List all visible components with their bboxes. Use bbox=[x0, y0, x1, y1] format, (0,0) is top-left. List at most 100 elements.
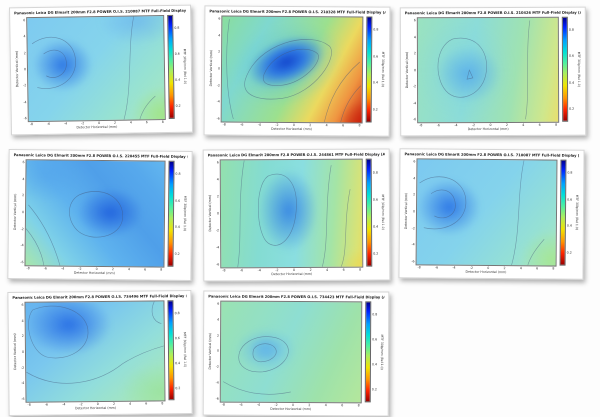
y-tick: -6 bbox=[20, 260, 24, 265]
plot-card-p7[interactable]: Panasonic Leica DG Elmarit 200mm F2.8 PO… bbox=[7, 290, 193, 416]
y-tick: 6 bbox=[217, 301, 220, 306]
contour-lines bbox=[31, 16, 156, 120]
contour-lines bbox=[223, 336, 291, 395]
plot-body: Detector Vertical (mm) 6 4 2 0 -2 -4 -6 -8 -6 -4 -2… bbox=[12, 159, 187, 277]
colorbar-label: MTF 30lp/mm (Rel 1.0) bbox=[380, 194, 386, 231]
plot-title: Panasonic Leica DG Elmarit 200mm F2.8 PO… bbox=[208, 294, 385, 300]
y-tick: -4 bbox=[23, 99, 27, 104]
plot-column: -8 -6 -4 -2 0 2 4 6 8 Detector Horizontal (mm) bbox=[220, 15, 364, 132]
y-tick: -4 bbox=[216, 99, 220, 104]
plot-card-p2[interactable]: Panasonic Leica DG Elmarit 200mm F2.8 PO… bbox=[203, 5, 391, 137]
colorbar-tick: 0.4 bbox=[373, 224, 379, 229]
contour-plot bbox=[26, 15, 166, 123]
plot-body: Detector Vertical (mm) 6 4 2 0 -2 -4 -6 -8 -6 -4 -2… bbox=[209, 15, 386, 132]
y-tick: -4 bbox=[21, 381, 25, 386]
y-axis-label: Detector Vertical (mm) bbox=[12, 333, 18, 371]
colorbar-label: MTF 30lp/mm (Rel 1.0) bbox=[182, 49, 188, 85]
y-tick: 0 bbox=[216, 349, 220, 354]
y-tick: 4 bbox=[413, 175, 416, 180]
colorbar-tick: 0.6 bbox=[567, 197, 573, 202]
x-axis-label: Detector Horizontal (mm) bbox=[465, 269, 507, 275]
y-tick: -4 bbox=[215, 245, 220, 250]
y-tick: -2 bbox=[20, 365, 25, 370]
colorbar-label: MTF 30lp/mm (Rel 1.0) bbox=[182, 196, 188, 232]
colorbar-tick: 0.2 bbox=[373, 251, 379, 256]
colorbar-tick: 0.6 bbox=[174, 335, 180, 340]
colorbar-tick: 0.4 bbox=[175, 77, 181, 82]
plot-card-p8[interactable]: Panasonic Leica DG Elmarit 200mm F2.8 PO… bbox=[202, 290, 390, 417]
colorbar-tick: 0.6 bbox=[568, 54, 575, 59]
plot-body: Detector Vertical (mm) 6 4 2 0 -2 -4 -6 -8 -6 -4 -2… bbox=[403, 158, 579, 276]
y-tick: -2 bbox=[411, 225, 415, 230]
colorbar-label: MTF 30lp/mm (Rel 1.0) bbox=[182, 332, 188, 368]
contour-plot bbox=[415, 158, 558, 267]
contour-lines bbox=[237, 160, 351, 268]
y-tick: 6 bbox=[218, 16, 221, 21]
colorbar-tick: 0.8 bbox=[372, 170, 378, 175]
y-tick: -4 bbox=[20, 243, 24, 248]
y-tick: 6 bbox=[21, 302, 24, 307]
y-tick: 4 bbox=[217, 317, 220, 322]
contour-lines bbox=[226, 19, 361, 123]
colorbar-tick: 0.6 bbox=[372, 197, 379, 202]
y-tick: -6 bbox=[216, 262, 220, 267]
colorbar-tick: 0.8 bbox=[568, 27, 574, 32]
colorbar-label: MTF 30lp/mm (Rel 1.0) bbox=[380, 51, 386, 88]
x-axis-label: Detector Horizontal (mm) bbox=[467, 126, 509, 132]
colorbar-tick: 0.4 bbox=[175, 360, 181, 365]
plot-card-p3[interactable]: Panasonic Leica DG Elmarit 200mm F2.8 PO… bbox=[399, 6, 587, 137]
colorbar-tick: 0.8 bbox=[373, 27, 379, 32]
colorbar-tick: 0.8 bbox=[372, 312, 378, 317]
y-axis-label: Detector Vertical (mm) bbox=[207, 332, 213, 370]
y-tick: -2 bbox=[216, 83, 220, 88]
y-tick: 2 bbox=[217, 333, 220, 338]
colorbar-label: MTF 30lp/mm (Rel 1.0) bbox=[379, 334, 385, 370]
plot-card-p5[interactable]: Panasonic Leica DG Elmarit 200mm F2.8 PO… bbox=[202, 148, 391, 282]
colorbar-tick: 0.4 bbox=[569, 80, 575, 85]
plot-column: -8 -6 -4 -2 0 2 4 6 8 Detector Horizontal (mm) bbox=[219, 158, 364, 278]
plot-body: Detector Vertical (mm) 6 4 2 0 -2 -4 -6 -8 -6 -4 -2… bbox=[208, 158, 386, 278]
contour-plot bbox=[219, 300, 363, 404]
x-axis-label: Detector Horizontal (mm) bbox=[271, 126, 313, 132]
contour-plot bbox=[24, 300, 166, 403]
y-tick: 0 bbox=[412, 209, 416, 214]
y-tick: 4 bbox=[23, 34, 26, 39]
colorbar-tick: 0.8 bbox=[567, 170, 573, 175]
plot-title: Panasonic Leica DG Elmarit 200mm F2.8 PO… bbox=[404, 10, 581, 16]
plot-card-p4[interactable]: Panasonic Leica DG Elmarit 200mm F2.8 PO… bbox=[7, 149, 193, 281]
y-tick: 6 bbox=[23, 18, 26, 23]
plot-body: Detector Vertical (mm) 6 4 2 0 -2 -4 -6 -8 -6 -4 -2… bbox=[14, 14, 188, 132]
colorbar-tick: 0.2 bbox=[372, 107, 378, 112]
y-axis-label: Detector Vertical (mm) bbox=[208, 50, 214, 87]
colorbar-tick: 0.2 bbox=[569, 106, 575, 111]
plot-body: Detector Vertical (mm) 6 4 2 0 -2 -4 -6 -8 -6 -4 -2… bbox=[207, 300, 385, 413]
colorbar-tick: 0.6 bbox=[373, 54, 379, 59]
y-tick: -2 bbox=[20, 226, 24, 231]
colorbar-tick: 0.8 bbox=[174, 310, 180, 315]
y-tick: -4 bbox=[412, 100, 417, 105]
y-tick: -2 bbox=[215, 364, 219, 369]
colorbar-tick: 0.2 bbox=[566, 250, 572, 255]
y-tick: 6 bbox=[22, 160, 25, 165]
plot-title: Panasonic Leica DG Elmarit 200mm F2.8 PO… bbox=[207, 152, 385, 158]
plot-card-p1[interactable]: Panasonic Leica DG Elmarit 200mm F2.8 PO… bbox=[9, 4, 193, 136]
y-tick: 4 bbox=[218, 33, 221, 38]
y-tick: 2 bbox=[413, 192, 416, 197]
colorbar-label: MTF 30lp/mm (Rel 1.0) bbox=[574, 195, 580, 231]
y-tick: -6 bbox=[412, 117, 417, 122]
plot-column: -8 -6 -4 -2 0 2 4 6 8 Detector Horizontal (mm) bbox=[26, 15, 166, 131]
y-tick: 6 bbox=[216, 160, 219, 165]
x-axis-label: Detector Horizontal (mm) bbox=[270, 406, 312, 412]
colorbar-tick: 0.2 bbox=[175, 385, 181, 390]
y-tick: -6 bbox=[21, 396, 25, 401]
contour-plot bbox=[219, 158, 364, 269]
colorbar-tick: 0.4 bbox=[371, 362, 378, 367]
plot-card-p6[interactable]: Panasonic Leica DG Elmarit 200mm F2.8 PO… bbox=[398, 148, 585, 280]
colorbar-tick: 0.2 bbox=[175, 103, 181, 108]
y-tick: 0 bbox=[217, 66, 221, 71]
colorbar-tick: 0.4 bbox=[174, 225, 180, 230]
plot-column: -8 -6 -4 -2 0 2 4 6 8 Detector Horizontal (mm) bbox=[24, 300, 166, 411]
y-tick: -6 bbox=[23, 116, 27, 121]
y-tick: 4 bbox=[413, 34, 416, 39]
